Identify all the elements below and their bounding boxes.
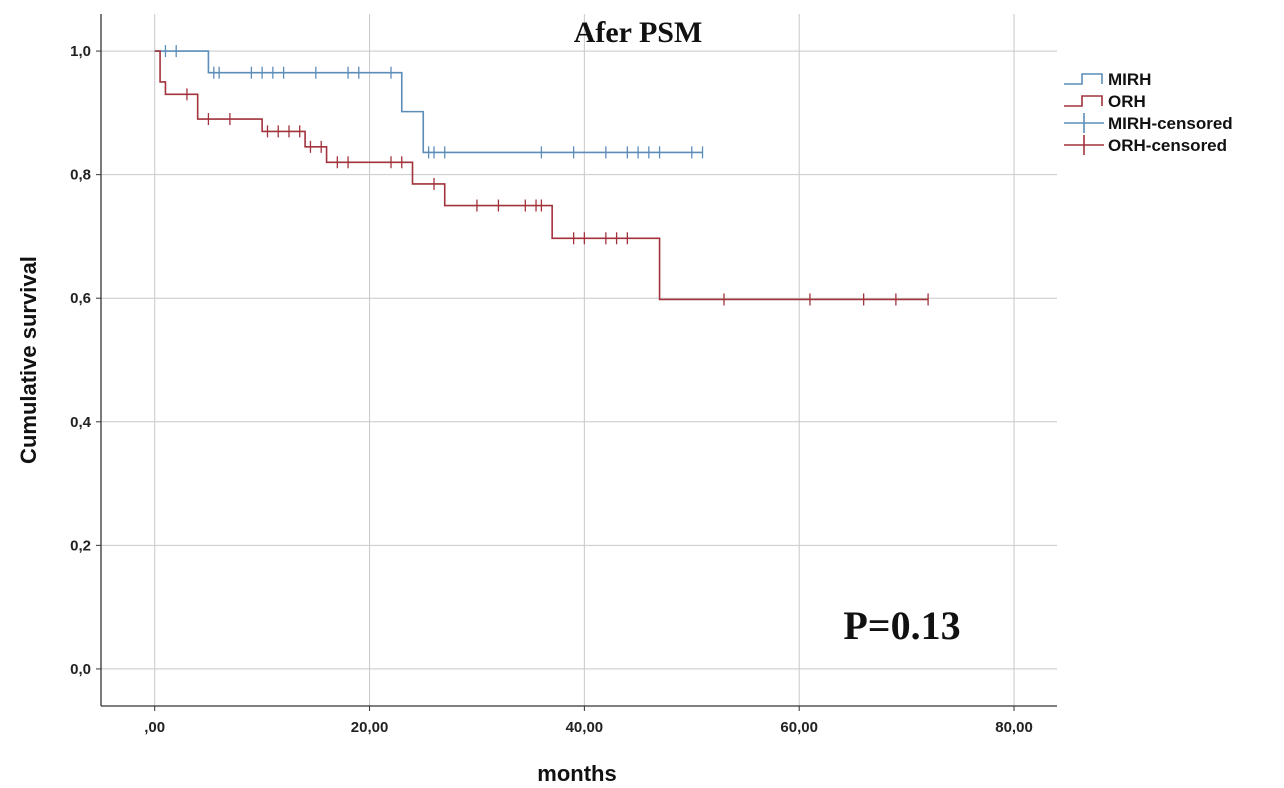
y-tick-label: 0,8	[70, 167, 91, 184]
legend-label-orh-censored: ORH-censored	[1108, 136, 1227, 155]
legend-label-orh: ORH	[1108, 92, 1146, 111]
legend-swatch-mirh-censored	[1064, 113, 1104, 133]
tick-labels: ,00 20,00 40,00 60,00 80,00 0,0 0,2 0,4 0,6 0,8 1,…	[70, 43, 1033, 736]
y-tick-label: 0,6	[70, 290, 91, 307]
x-tick-label: 40,00	[566, 719, 604, 736]
y-tick-label: 0,0	[70, 661, 91, 678]
legend-label-mirh-censored: MIRH-censored	[1108, 114, 1233, 133]
chart-title: Afer PSM	[574, 16, 703, 49]
y-tick-label: 0,4	[70, 414, 92, 431]
x-tick-label: 80,00	[995, 719, 1033, 736]
legend-swatch-orh-censored	[1064, 135, 1104, 155]
x-axis-label: months	[537, 761, 616, 786]
series-layer	[154, 45, 929, 306]
plot-background	[101, 14, 1057, 706]
legend-label-mirh: MIRH	[1108, 70, 1151, 89]
y-axis-label: Cumulative survival	[16, 256, 41, 464]
axes	[96, 14, 1057, 711]
y-tick-label: 0,2	[70, 537, 91, 554]
mirh-survival-curve	[154, 50, 703, 154]
x-tick-label: 60,00	[780, 719, 818, 736]
x-tick-label: 20,00	[351, 719, 389, 736]
orh-survival-curve	[154, 50, 929, 301]
p-value-annotation: P=0.13	[843, 603, 960, 648]
legend-swatch-orh	[1064, 95, 1103, 107]
x-tick-label: ,00	[144, 719, 165, 736]
legend-swatch-mirh	[1064, 73, 1103, 85]
legend: MIRH ORH MIRH-censored ORH-censored	[1064, 70, 1233, 155]
y-tick-label: 1,0	[70, 43, 91, 60]
gridlines	[101, 14, 1057, 706]
